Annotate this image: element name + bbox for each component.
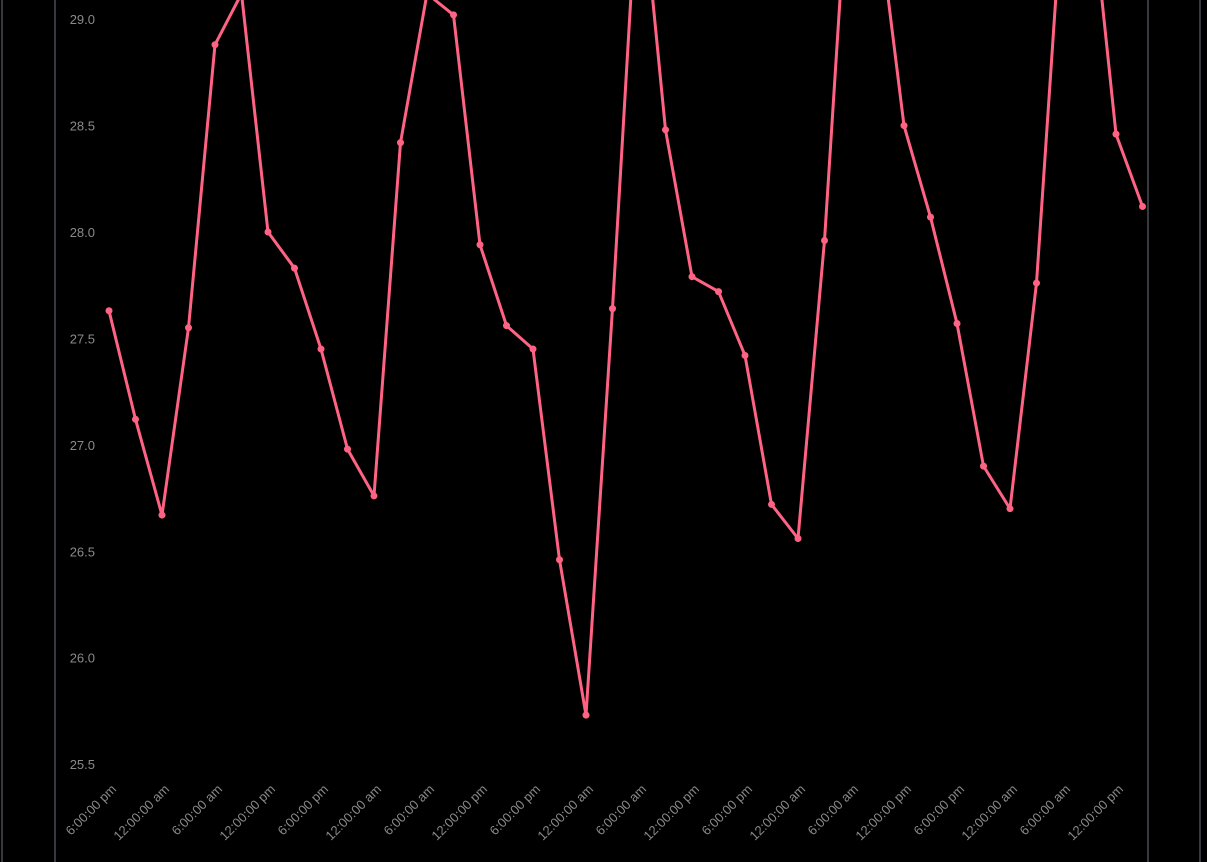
x-tick-label: 6:00:00 pm [487,782,544,839]
y-tick-label: 25.5 [70,757,95,772]
data-point [900,122,908,130]
x-tick-label: 12:00:00 am [110,782,172,844]
data-point [741,351,749,359]
x-tick-label: 6:00:00 am [381,782,438,839]
y-tick-label: 26.5 [70,544,95,559]
data-point [317,345,325,353]
x-tick-label: 12:00:00 pm [1064,782,1126,844]
data-point [397,139,404,147]
x-tick-label: 6:00:00 pm [911,782,968,839]
x-tick-label: 6:00:00 pm [275,782,332,839]
x-tick-label: 6:00:00 am [169,782,226,839]
x-tick-label: 12:00:00 pm [216,782,278,844]
data-point [1006,505,1014,513]
data-point [158,511,166,519]
x-tick-label: 12:00:00 am [958,782,1020,844]
x-tick-label: 12:00:00 am [746,782,808,844]
data-point [211,41,219,49]
y-tick-label: 27.5 [70,331,95,346]
data-point [529,345,537,353]
data-point [1033,279,1040,287]
data-point [821,237,828,245]
data-point [291,264,298,272]
data-point [185,324,192,332]
y-tick-label: 26.0 [70,651,95,666]
x-tick-label: 12:00:00 pm [640,782,702,844]
data-point [794,534,802,542]
data-point [953,320,961,328]
x-tick-label: 12:00:00 am [534,782,596,844]
data-point [132,415,139,423]
y-tick-label: 28.0 [70,225,95,240]
data-point [582,711,590,719]
x-tick-label: 6:00:00 am [593,782,650,839]
x-tick-label: 12:00:00 am [322,782,384,844]
data-line [107,0,1144,717]
data-point [503,322,510,330]
data-point [927,213,934,221]
y-tick-label: 28.5 [70,119,95,134]
y-tick-label: 29.0 [70,12,95,27]
data-point [1112,130,1120,138]
y-tick-label: 27.0 [70,438,95,453]
data-point [980,462,987,470]
data-point [1139,202,1146,210]
data-point [688,273,696,281]
x-tick-label: 12:00:00 pm [852,782,914,844]
data-point [556,556,563,564]
plot-area [105,0,1146,719]
x-tick-label: 6:00:00 pm [699,782,756,839]
data-point [715,288,722,296]
data-point [264,228,272,236]
x-tick-label: 6:00:00 pm [63,782,120,839]
x-tick-label: 6:00:00 am [805,782,862,839]
data-point [768,500,775,508]
data-point [609,305,616,313]
data-point [344,445,351,453]
x-tick-label: 6:00:00 am [1017,782,1074,839]
data-point [450,11,457,19]
x-tick-label: 12:00:00 pm [428,782,490,844]
data-point [662,126,669,134]
data-point [370,492,378,500]
data-point [476,241,484,249]
data-point [105,307,113,315]
